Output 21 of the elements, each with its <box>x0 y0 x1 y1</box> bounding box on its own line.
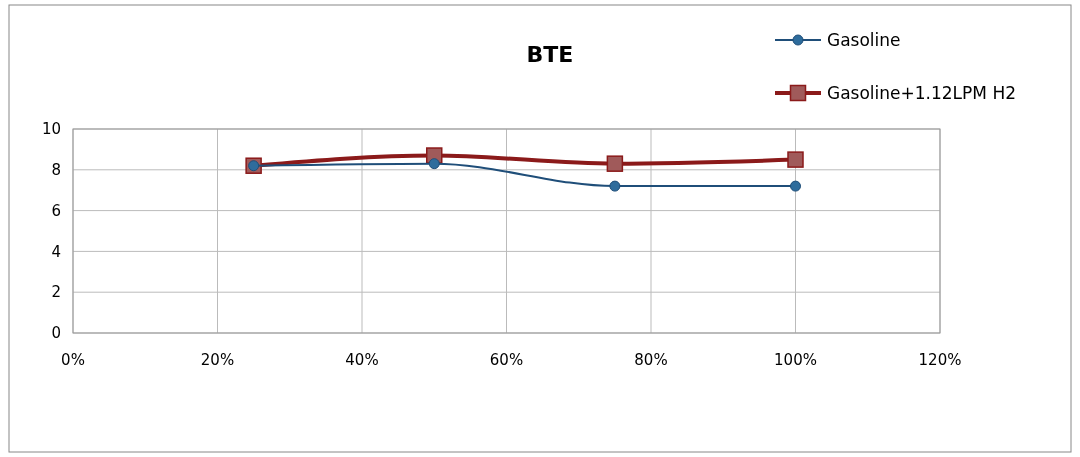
point <box>428 158 440 170</box>
x-tick-label: 0% <box>61 351 85 369</box>
x-tick-label: 80% <box>634 351 668 369</box>
y-tick-label: 10 <box>41 120 61 139</box>
y-tick-label: 4 <box>51 242 61 261</box>
y-tick-label: 8 <box>51 161 61 180</box>
x-tick-label: 100% <box>774 351 817 369</box>
legend-label: Gasoline+1.12LPM H2 <box>827 82 1017 103</box>
y-tick-label: 0 <box>51 324 61 343</box>
x-tick-label: 40% <box>345 351 379 369</box>
y-tick-label: 2 <box>51 283 61 302</box>
chart-title: BTE <box>526 42 574 67</box>
legend-label: Gasoline <box>827 29 901 50</box>
point <box>606 155 624 172</box>
x-tick-label: 60% <box>489 351 524 369</box>
point <box>790 180 801 192</box>
x-tick-label: 20% <box>200 351 235 369</box>
y-tick-label: 6 <box>51 201 61 220</box>
point <box>609 180 621 192</box>
x-tick-label: 120% <box>918 351 962 369</box>
point <box>787 151 804 168</box>
